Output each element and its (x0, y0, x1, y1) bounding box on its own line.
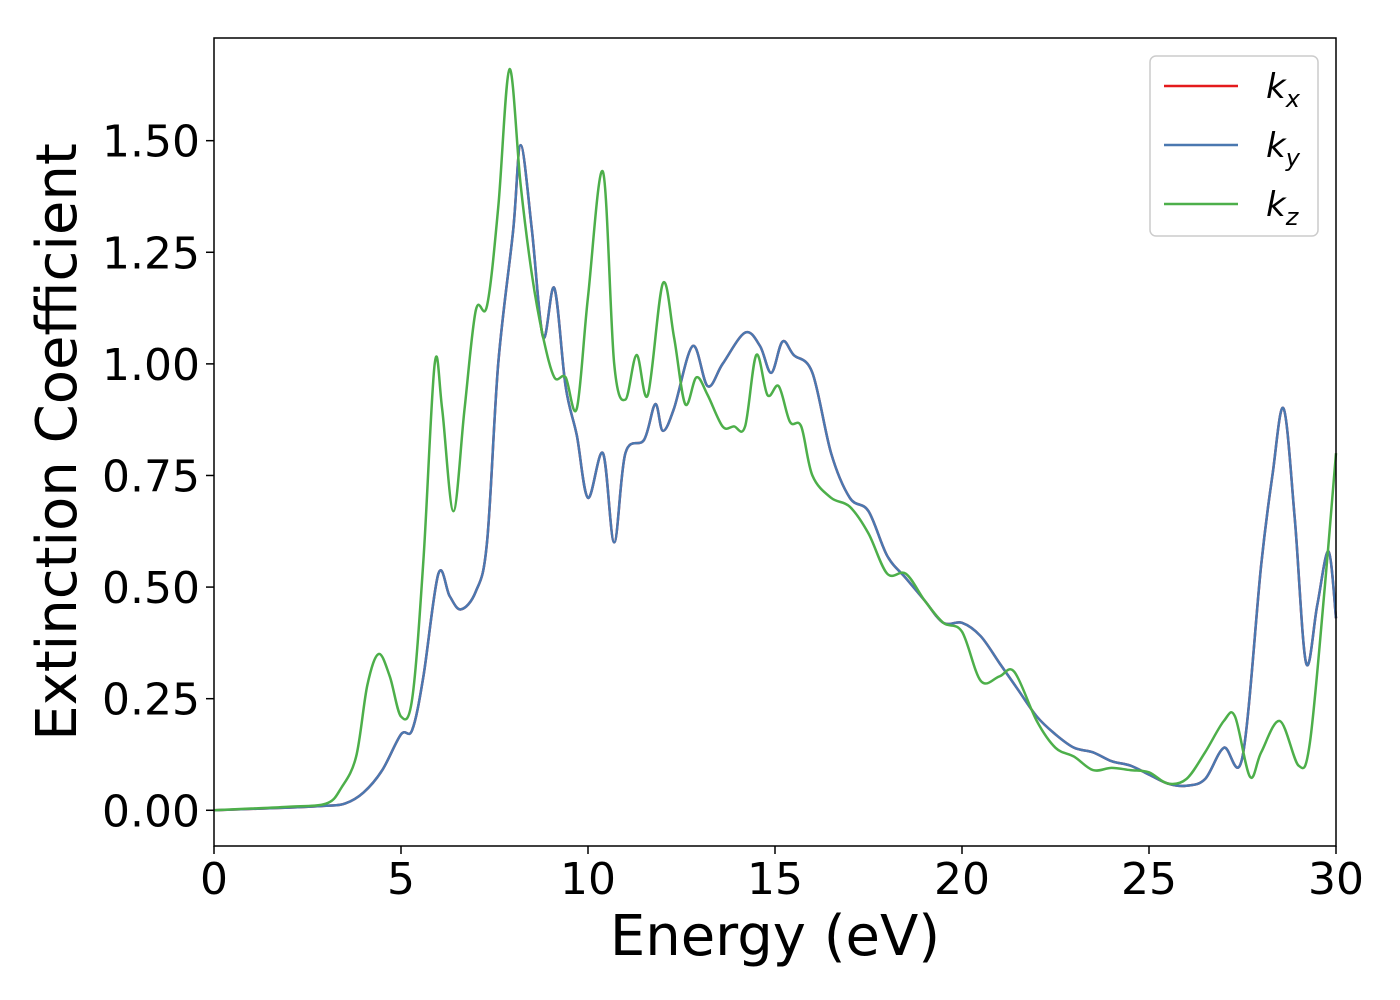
y-tick-label: 1.00 (102, 340, 200, 391)
y-tick-label: 0.75 (102, 451, 200, 502)
series-line-ky (213, 143, 1338, 812)
y-tick-label: 0.25 (102, 675, 200, 726)
x-tick-label: 25 (1121, 854, 1177, 905)
legend-entry-subscript: z (1285, 203, 1300, 231)
series-line-kx (213, 143, 1338, 812)
x-tick-label: 20 (934, 854, 990, 905)
y-axis: 0.00 0.25 0.50 0.75 1.00 1.25 1.50 (102, 117, 214, 837)
y-tick-label: 1.50 (102, 117, 200, 168)
x-tick-label: 5 (387, 854, 415, 905)
legend-entry: ky (1266, 126, 1301, 172)
legend-entry: kx (1266, 67, 1301, 113)
x-tick-label: 15 (747, 854, 803, 905)
y-tick-label: 0.50 (102, 563, 200, 614)
legend-entry-name: k (1266, 185, 1287, 225)
x-tick-label: 10 (560, 854, 616, 905)
legend-entry-subscript: x (1285, 85, 1301, 113)
series-layer (213, 67, 1338, 812)
y-tick-label: 0.00 (102, 786, 200, 837)
x-axis: 0 5 10 15 20 25 30 (200, 846, 1364, 905)
y-axis-label: Extinction Coefficient (25, 143, 90, 741)
legend-entry-subscript: y (1285, 144, 1301, 172)
legend-entry-name: k (1266, 67, 1287, 107)
x-axis-label: Energy (eV) (610, 904, 940, 969)
x-tick-label: 30 (1308, 854, 1364, 905)
y-tick-label: 1.25 (102, 228, 200, 279)
x-tick-label: 0 (200, 854, 228, 905)
legend-entry-name: k (1266, 126, 1287, 166)
series-line-kz (213, 67, 1338, 812)
legend-entry: kz (1266, 185, 1300, 231)
